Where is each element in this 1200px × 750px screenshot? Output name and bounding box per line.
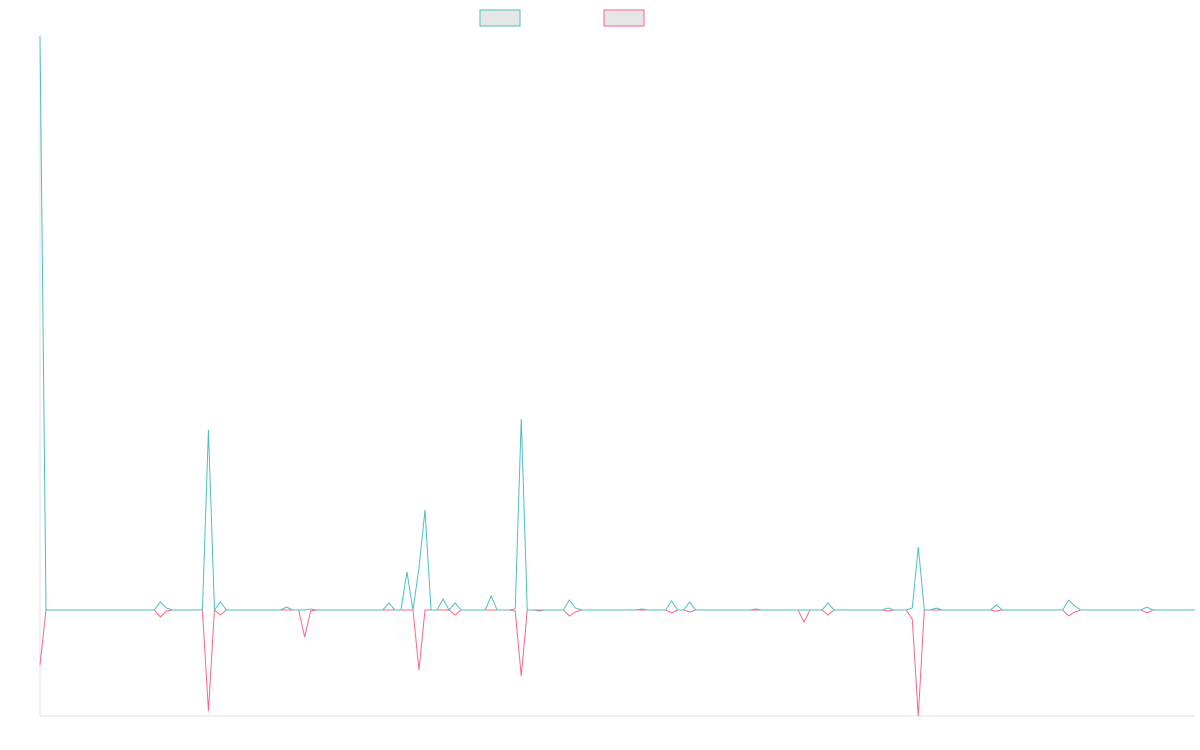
legend-swatch (479, 9, 521, 27)
legend-swatch (603, 9, 645, 27)
series-line (39, 35, 1195, 612)
series-line (39, 608, 1195, 717)
